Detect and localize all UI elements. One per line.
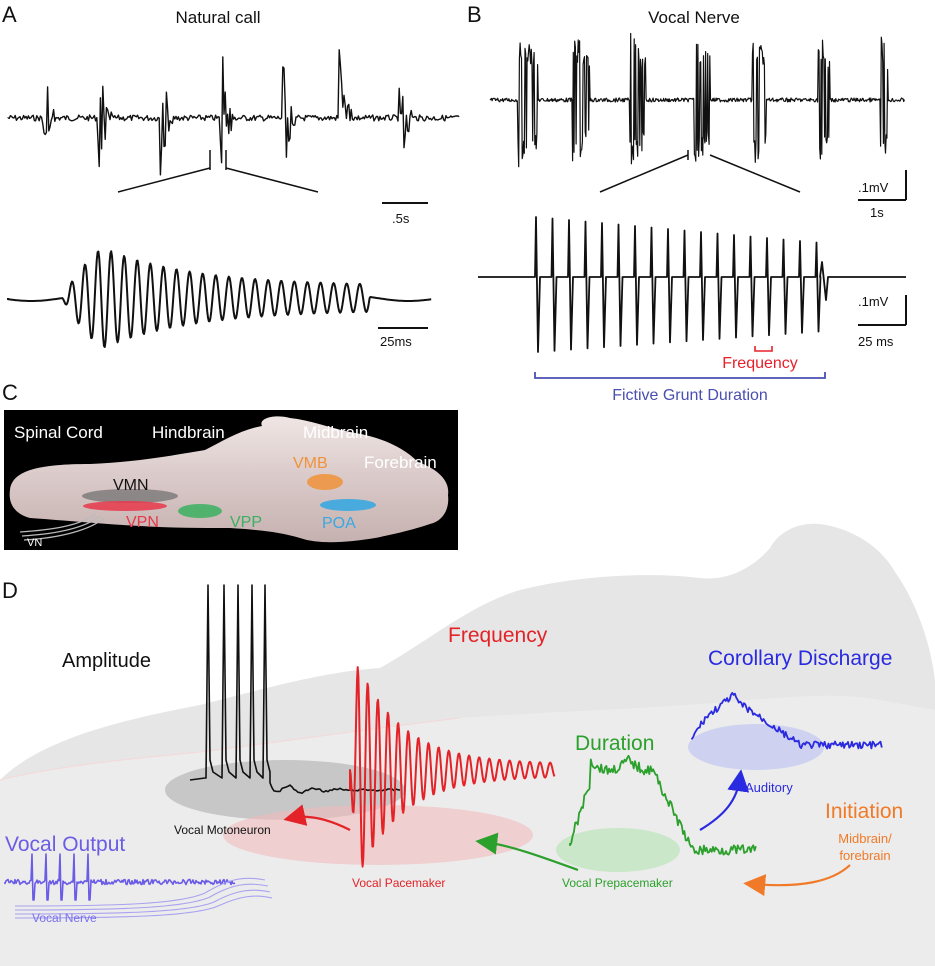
vpp-label: VPP — [230, 514, 262, 531]
auditory-label: Auditory — [745, 780, 793, 795]
pacemaker-trace — [349, 666, 556, 868]
duration-label: Fictive Grunt Duration — [612, 387, 768, 404]
vocal-nerve-fibers-d — [14, 877, 273, 919]
vocal-nerve-d-label: Vocal Nerve — [32, 911, 97, 925]
frequency-bracket — [754, 346, 773, 352]
panel-b-letter: B — [467, 2, 482, 27]
poa-label: POA — [322, 515, 356, 532]
vpn-label: VPN — [126, 514, 159, 531]
vocal-motoneuron-label: Vocal Motoneuron — [174, 823, 271, 837]
scale-b-top-t-label: 1s — [870, 205, 884, 220]
duration-bracket — [534, 372, 826, 379]
motoneuron-nucleus — [165, 760, 405, 820]
vmb-ellipse — [307, 474, 343, 490]
auditory-nucleus — [688, 724, 824, 770]
initiation-label: Initiation — [825, 800, 903, 823]
vocal-output-label: Vocal Output — [5, 833, 125, 856]
pacemaker-to-motoneuron-arrow — [283, 804, 351, 831]
prepacemaker-nucleus — [556, 828, 680, 872]
prepacemaker-waveform — [569, 754, 757, 856]
poa-ellipse — [320, 499, 376, 511]
hindbrain-label: Hindbrain — [152, 423, 225, 442]
corollary-discharge-waveform — [691, 692, 883, 750]
duration-d-label: Duration — [575, 732, 654, 755]
forebrain-label: Forebrain — [364, 453, 437, 472]
midbrain-forebrain-label-2: forebrain — [839, 848, 890, 863]
panel-a-letter: A — [2, 2, 17, 27]
midbrain-forebrain-label-1: Midbrain/ — [838, 831, 892, 846]
panel-d-letter: D — [2, 578, 18, 603]
midbrain-label: Midbrain — [303, 423, 368, 442]
b-zoom-line-right — [709, 154, 801, 193]
corollary-discharge-trace — [691, 692, 883, 750]
scale-a-bottom-label: 25ms — [380, 334, 412, 349]
vmn-ellipse — [82, 489, 178, 503]
vpp-ellipse — [178, 504, 222, 518]
vn-label: VN — [27, 537, 42, 549]
panel-c-letter: C — [2, 380, 18, 405]
vocal-nerve-trace — [489, 32, 905, 168]
scale-b-top-v-label: .1mV — [858, 180, 889, 195]
natural-call-trace — [7, 49, 460, 176]
b-zoom-line-left — [599, 154, 689, 193]
vocal-output-waveform — [4, 853, 236, 901]
natural-call-waveform — [7, 49, 460, 176]
natural-call-zoom-waveform — [7, 250, 432, 348]
scale-b-bottom-t-label: 25 ms — [858, 334, 894, 349]
vmn-label: VMN — [113, 477, 149, 494]
initiation-arrow — [743, 864, 851, 897]
vmb-label: VMB — [293, 455, 328, 472]
prepacemaker-to-pacemaker-arrow — [475, 832, 579, 872]
vocal-nerve-waveform — [489, 32, 905, 168]
panel-b-title: Vocal Nerve — [648, 8, 740, 27]
zoom-line-left — [117, 167, 211, 193]
zoom-line-right — [225, 167, 319, 193]
vocal-pacemaker-label: Vocal Pacemaker — [352, 876, 445, 890]
spinal-cord-label: Spinal Cord — [14, 423, 103, 442]
vocal-nerve-zoom-trace — [478, 216, 906, 353]
vocal-nerve-zoom-waveform — [478, 216, 906, 353]
frequency-d-label: Frequency — [448, 624, 548, 647]
pacemaker-waveform — [349, 666, 556, 868]
vocal-prepacemaker-label: Vocal Prepacemaker — [562, 876, 673, 890]
scale-b-bottom-v-label: .1mV — [858, 294, 889, 309]
corollary-discharge-label: Corollary Discharge — [708, 647, 892, 670]
vpn-ellipse — [83, 501, 167, 511]
frequency-label: Frequency — [722, 355, 798, 372]
scale-a-top-label: .5s — [392, 211, 410, 226]
vocal-output-trace — [4, 853, 236, 901]
amplitude-label: Amplitude — [62, 650, 151, 672]
vocal-nerve-fibers — [19, 513, 105, 541]
prepacemaker-to-auditory-arrow — [699, 769, 750, 831]
prepacemaker-trace — [569, 754, 757, 856]
panel-a-title: Natural call — [175, 8, 260, 27]
natural-call-zoom-trace — [7, 250, 432, 348]
